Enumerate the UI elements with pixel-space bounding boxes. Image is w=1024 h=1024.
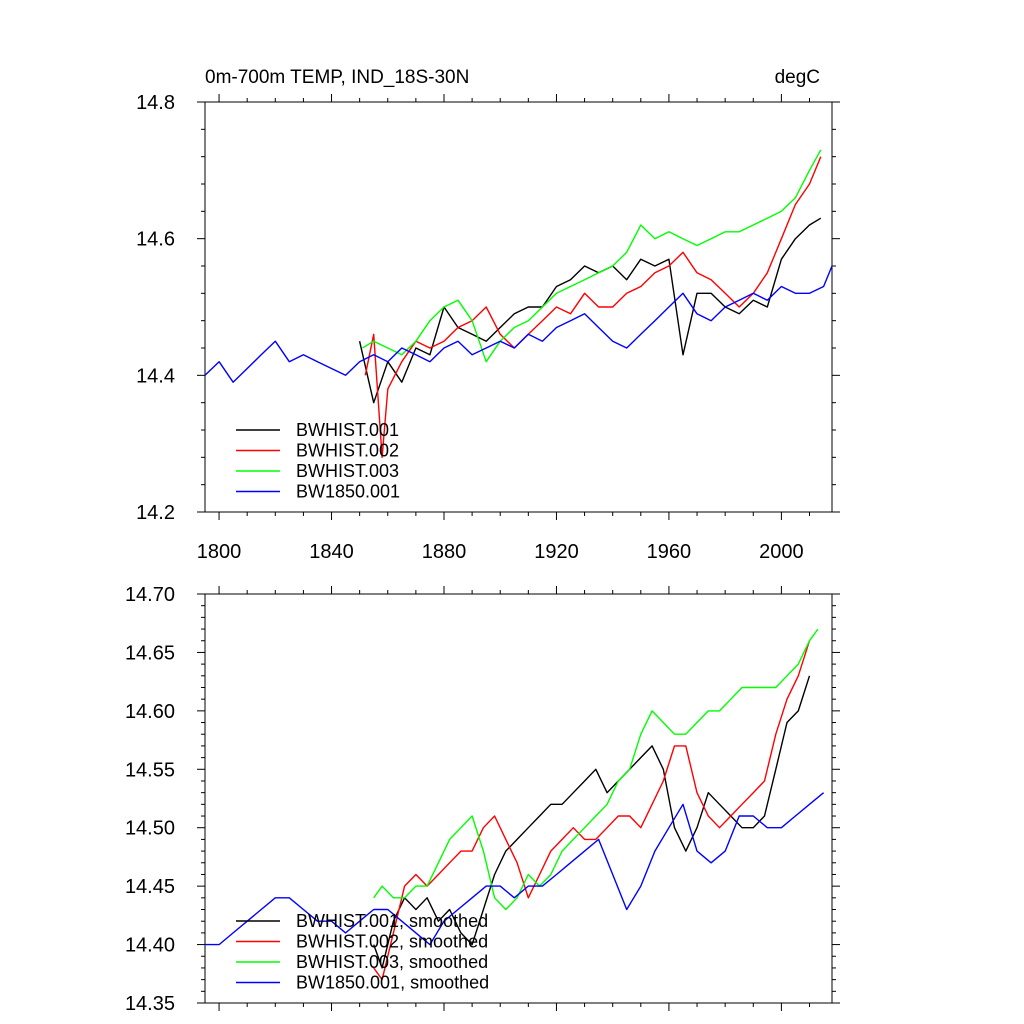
- top-ytick-label: 14.2: [136, 502, 175, 524]
- bottom-ytick-label: 14.60: [125, 701, 175, 723]
- bottom-series-line-3: [373, 628, 819, 911]
- top-ytick-label: 14.6: [136, 229, 175, 251]
- bottom-ytick-label: 14.40: [125, 935, 175, 957]
- top-ytick-label: 14.4: [136, 365, 175, 387]
- top-series-line-4: [204, 265, 833, 383]
- bottom-series-line-4: [205, 792, 825, 946]
- top-series-line-1: [358, 217, 822, 404]
- bottom-ytick-label: 14.45: [125, 876, 175, 898]
- top-chart-panel: 14.2 14.4 14.6 14.8 1800 1840 1880 1920 1960 2000…: [136, 92, 840, 563]
- top-xtick-label: 2000: [759, 541, 804, 563]
- bottom-legend-label-2: BWHIST.002, smoothed: [296, 932, 488, 952]
- top-series-line-3: [362, 149, 822, 363]
- bottom-series-line-2: [373, 640, 811, 981]
- top-xtick-label: 1800: [197, 541, 242, 563]
- bottom-ytick-label: 14.35: [125, 993, 175, 1015]
- bottom-legend-label-3: BWHIST.003, smoothed: [296, 952, 488, 972]
- bottom-ytick-label: 14.65: [125, 642, 175, 664]
- top-xtick-label: 1840: [309, 541, 354, 563]
- top-chart-units: degC: [775, 67, 820, 88]
- top-series-line-2: [364, 156, 822, 458]
- top-legend-label-2: BWHIST.002: [296, 441, 399, 461]
- top-legend-label-4: BW1850.001: [296, 482, 400, 502]
- top-xtick-label: 1960: [647, 541, 692, 563]
- top-legend-label-1: BWHIST.001: [296, 420, 399, 440]
- top-xtick-label: 1920: [534, 541, 579, 563]
- top-xtick-label: 1880: [422, 541, 467, 563]
- bottom-plot-frame: [204, 593, 833, 1004]
- top-plot-frame: [204, 101, 833, 513]
- bottom-chart-panel: 14.35 14.40 14.45 14.50 14.55 14.60 14.65 14.70…: [125, 584, 840, 1015]
- bottom-legend-label-4: BW1850.001, smoothed: [296, 973, 489, 993]
- top-chart-title: 0m-700m TEMP, IND_18S-30N: [205, 67, 469, 88]
- bottom-ytick-label: 14.70: [125, 584, 175, 606]
- bottom-ytick-label: 14.55: [125, 759, 175, 781]
- bottom-legend-label-1: BWHIST.001, smoothed: [296, 911, 488, 931]
- bottom-ytick-label: 14.50: [125, 818, 175, 840]
- top-legend-label-3: BWHIST.003: [296, 461, 399, 481]
- top-ytick-label: 14.8: [136, 92, 175, 114]
